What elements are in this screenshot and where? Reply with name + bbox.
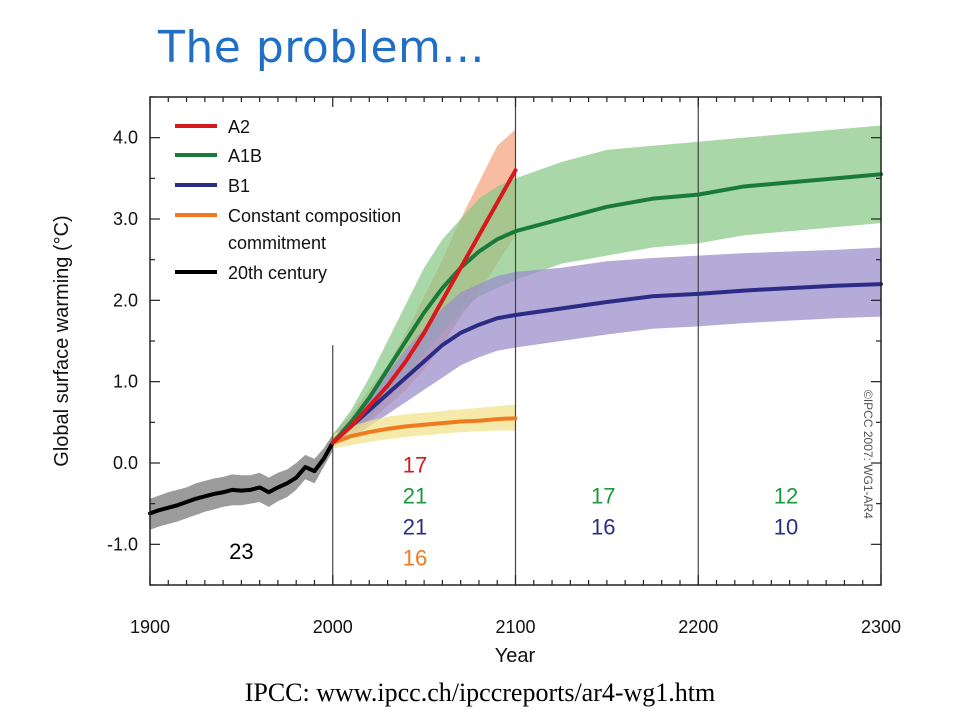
model-count-labels: 23 17 21 21 16 17 16 12 10	[229, 453, 798, 571]
series-line-2	[330, 282, 883, 445]
model-count-label: 16	[591, 514, 615, 539]
y-tick-label: 1.0	[113, 372, 138, 392]
band-4	[150, 434, 333, 530]
model-count-label: 16	[403, 545, 427, 570]
model-count-label: 10	[774, 514, 798, 539]
source-citation: IPCC: www.ipcc.ch/ipccreports/ar4-wg1.ht…	[244, 678, 716, 707]
y-axis-label: Global surface warming (°C)	[51, 215, 73, 466]
series-lines	[148, 168, 883, 516]
series-line-3	[330, 416, 518, 445]
x-tick-label: 1900	[130, 617, 170, 637]
legend-label-3: Constant composition	[228, 206, 401, 226]
model-count-label: 21	[403, 514, 427, 539]
x-axis-label: Year	[495, 645, 536, 667]
y-tick-label: 0.0	[113, 453, 138, 473]
band-1	[332, 125, 881, 447]
y-tick-label: 4.0	[113, 128, 138, 148]
legend: A2 A1B B1 Constant composition commitment 20t…	[175, 117, 401, 283]
x-tick-label: 2100	[495, 617, 535, 637]
copyright-watermark: ©IPCC 2007: WG1-AR4	[861, 390, 875, 519]
series-line-0	[330, 168, 518, 445]
model-count-label: 12	[774, 484, 798, 509]
axis-ticks: 1900 2000 2100 2200 2300 -1.0 0.0 1.0 2.0 3.0 4.0	[107, 96, 901, 637]
series-line-1	[330, 172, 883, 445]
legend-label-4: 20th century	[228, 263, 327, 283]
x-tick-label: 2200	[678, 617, 718, 637]
x-tick-label: 2000	[313, 617, 353, 637]
model-count-label: 23	[229, 539, 253, 564]
series-line-4	[148, 440, 335, 516]
legend-label-3: commitment	[228, 233, 326, 253]
x-tick-label: 2300	[861, 617, 901, 637]
model-count-label: 17	[403, 453, 427, 478]
model-count-label: 17	[591, 484, 615, 509]
model-count-label: 21	[403, 484, 427, 509]
y-tick-label: 3.0	[113, 209, 138, 229]
vertical-divider-lines	[332, 97, 699, 585]
y-tick-label: -1.0	[107, 534, 138, 554]
legend-label-2: B1	[228, 176, 250, 196]
y-tick-label: 2.0	[113, 290, 138, 310]
legend-label-0: A2	[228, 117, 250, 137]
band-2	[332, 247, 881, 447]
legend-label-1: A1B	[228, 146, 262, 166]
slide-title: The problem...	[158, 22, 485, 73]
